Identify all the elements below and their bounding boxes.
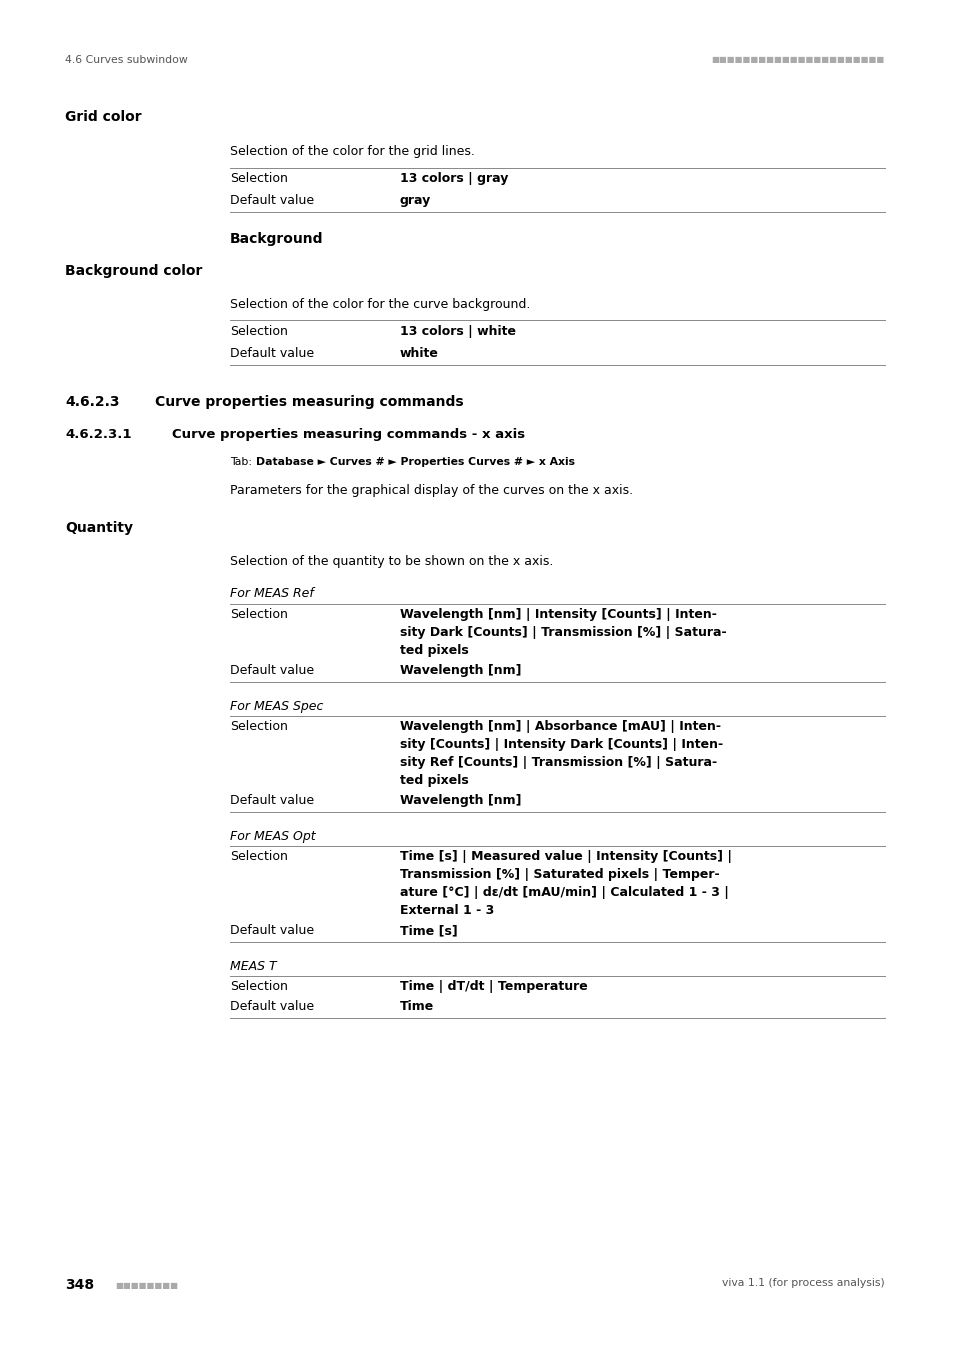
Text: External 1 - 3: External 1 - 3 (399, 904, 494, 917)
Text: Time [s] | Measured value | Intensity [Counts] |: Time [s] | Measured value | Intensity [C… (399, 850, 731, 863)
Text: viva 1.1 (for process analysis): viva 1.1 (for process analysis) (721, 1278, 884, 1288)
Text: ature [°C] | dε/dt [mAU/min] | Calculated 1 - 3 |: ature [°C] | dε/dt [mAU/min] | Calculate… (399, 886, 728, 899)
Text: sity [Counts] | Intensity Dark [Counts] | Inten-: sity [Counts] | Intensity Dark [Counts] … (399, 738, 722, 751)
Text: Default value: Default value (230, 347, 314, 360)
Text: Background: Background (230, 232, 323, 246)
Text: MEAS T: MEAS T (230, 960, 276, 973)
Text: 4.6.2.3: 4.6.2.3 (65, 396, 119, 409)
Text: Selection: Selection (230, 980, 288, 994)
Text: 348: 348 (65, 1278, 94, 1292)
Text: Selection: Selection (230, 850, 288, 863)
Text: Parameters for the graphical display of the curves on the x axis.: Parameters for the graphical display of … (230, 485, 633, 497)
Text: 13 colors | white: 13 colors | white (399, 325, 516, 338)
Text: Tab:: Tab: (230, 458, 255, 467)
Text: Selection: Selection (230, 608, 288, 621)
Text: ■■■■■■■■: ■■■■■■■■ (115, 1281, 178, 1291)
Text: 13 colors | gray: 13 colors | gray (399, 171, 508, 185)
Text: Grid color: Grid color (65, 109, 141, 124)
Text: Curve properties measuring commands: Curve properties measuring commands (154, 396, 463, 409)
Text: Time [s]: Time [s] (399, 923, 457, 937)
Text: Selection of the quantity to be shown on the x axis.: Selection of the quantity to be shown on… (230, 555, 553, 568)
Text: Selection: Selection (230, 325, 288, 338)
Text: For MEAS Opt: For MEAS Opt (230, 830, 315, 842)
Text: Transmission [%] | Saturated pixels | Temper-: Transmission [%] | Saturated pixels | Te… (399, 868, 719, 882)
Text: For MEAS Ref: For MEAS Ref (230, 587, 314, 599)
Text: ted pixels: ted pixels (399, 644, 468, 657)
Text: Database ► Curves # ► Properties Curves # ► x Axis: Database ► Curves # ► Properties Curves … (255, 458, 575, 467)
Text: 4.6 Curves subwindow: 4.6 Curves subwindow (65, 55, 188, 65)
Text: Default value: Default value (230, 194, 314, 207)
Text: Selection: Selection (230, 171, 288, 185)
Text: 4.6.2.3.1: 4.6.2.3.1 (65, 428, 132, 441)
Text: sity Ref [Counts] | Transmission [%] | Satura-: sity Ref [Counts] | Transmission [%] | S… (399, 756, 717, 770)
Text: Wavelength [nm]: Wavelength [nm] (399, 794, 521, 807)
Text: Selection of the color for the curve background.: Selection of the color for the curve bac… (230, 298, 530, 311)
Text: gray: gray (399, 194, 431, 207)
Text: Wavelength [nm]: Wavelength [nm] (399, 664, 521, 676)
Text: Time | dT/dt | Temperature: Time | dT/dt | Temperature (399, 980, 587, 994)
Text: ■■■■■■■■■■■■■■■■■■■■■■: ■■■■■■■■■■■■■■■■■■■■■■ (711, 55, 884, 63)
Text: ted pixels: ted pixels (399, 774, 468, 787)
Text: Background color: Background color (65, 265, 202, 278)
Text: Wavelength [nm] | Absorbance [mAU] | Inten-: Wavelength [nm] | Absorbance [mAU] | Int… (399, 720, 720, 733)
Text: Default value: Default value (230, 664, 314, 676)
Text: white: white (399, 347, 438, 360)
Text: sity Dark [Counts] | Transmission [%] | Satura-: sity Dark [Counts] | Transmission [%] | … (399, 626, 726, 639)
Text: Selection of the color for the grid lines.: Selection of the color for the grid line… (230, 144, 475, 158)
Text: Wavelength [nm] | Intensity [Counts] | Inten-: Wavelength [nm] | Intensity [Counts] | I… (399, 608, 716, 621)
Text: Curve properties measuring commands - x axis: Curve properties measuring commands - x … (172, 428, 524, 441)
Text: Default value: Default value (230, 923, 314, 937)
Text: Selection: Selection (230, 720, 288, 733)
Text: For MEAS Spec: For MEAS Spec (230, 701, 323, 713)
Text: Default value: Default value (230, 794, 314, 807)
Text: Quantity: Quantity (65, 521, 132, 535)
Text: Time: Time (399, 1000, 434, 1012)
Text: Default value: Default value (230, 1000, 314, 1012)
